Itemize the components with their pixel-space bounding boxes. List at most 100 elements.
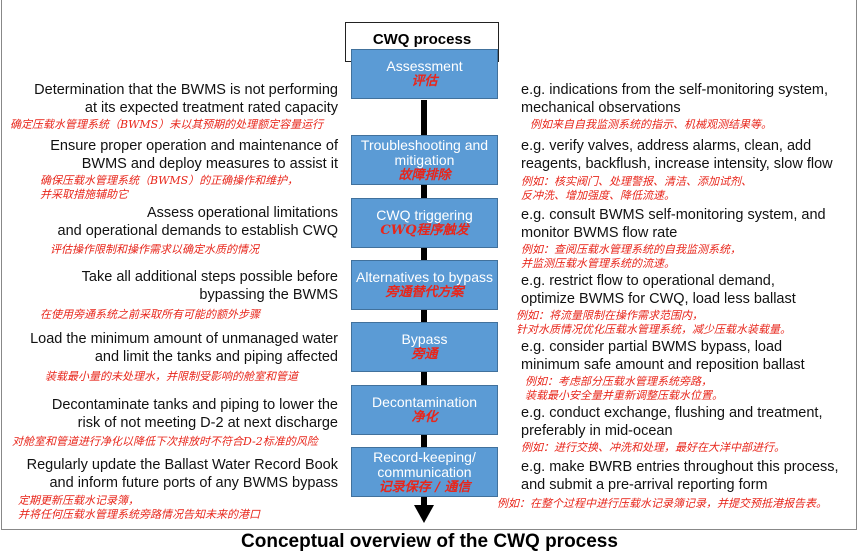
step-label-zh: 故障排除 (398, 167, 451, 183)
description-zh-line: 确定压载水管理系统（BWMS）未以其预期的处理额定容量运行 (10, 118, 324, 131)
step-example: e.g. consult BWMS self-monitoring system… (521, 206, 826, 242)
description-zh-line: 定期更新压载水记录簿， (18, 494, 139, 507)
example-line: e.g. conduct exchange, flushing and trea… (521, 405, 823, 421)
example-line: reagents, backflush, increase intensity,… (521, 156, 833, 172)
step-label-zh: 记录保存 / 通信 (378, 479, 471, 495)
description-zh-line: 确保压载水管理系统（BWMS）的正确操作和维护， (40, 174, 299, 187)
step-box: Bypass 旁通 (351, 322, 498, 372)
step-description: Load the minimum amount of unmanaged wat… (30, 330, 338, 366)
description-line: Take all additional steps possible befor… (81, 269, 338, 285)
step-example-zh: 例如：将流量限制在操作需求范围内， 针对水质情况优化压载水管理系统，减少压载水装载… (516, 309, 791, 337)
step-example-zh: 例如：在整个过程中进行压载水记录簿记录，并提交预抵港报告表。 (497, 497, 827, 511)
description-line: Load the minimum amount of unmanaged wat… (30, 331, 338, 347)
step-description-zh: 对舱室和管道进行净化以降低下次排放时不符合D-2标准的风险 (12, 435, 318, 449)
example-line: e.g. restrict flow to operational demand… (521, 273, 775, 289)
step-description: Regularly update the Ballast Water Recor… (27, 456, 338, 492)
example-zh-line: 例如：在整个过程中进行压载水记录簿记录，并提交预抵港报告表。 (497, 497, 827, 510)
step-description-zh: 装载最小量的未处理水，并限制受影响的舱室和管道 (45, 370, 298, 384)
description-line: Ensure proper operation and maintenance … (50, 138, 338, 154)
step-description-zh: 评估操作限制和操作需求以确定水质的情况 (50, 243, 259, 257)
step-description: Determination that the BWMS is not perfo… (34, 81, 338, 117)
step-example-zh: 例如：考虑部分压载水管理系统旁路， 装载最小安全量并重新调整压载水位置。 (525, 375, 723, 403)
step-box: CWQ triggering CWQ程序触发 (351, 198, 498, 248)
step-label-zh: CWQ程序触发 (380, 223, 469, 238)
diagram-caption: Conceptual overview of the CWQ process (241, 531, 618, 552)
step-box: Alternatives to bypass 旁通替代方案 (351, 260, 498, 310)
step-example-zh: 例如：进行交换、冲洗和处理，最好在大洋中部进行。 (521, 441, 785, 455)
step-label: Record-keeping/ communication (373, 448, 476, 480)
step-label: Assessment (386, 58, 463, 74)
step-example: e.g. verify valves, address alarms, clea… (521, 137, 833, 173)
step-example-zh: 例如：核实阀门、处理警报、清洁、添加试剂、 反冲洗、增加强度、降低流速。 (521, 175, 752, 203)
example-zh-line: 例如：进行交换、冲洗和处理，最好在大洋中部进行。 (521, 441, 785, 454)
step-label: CWQ triggering (376, 207, 473, 223)
step-description: Ensure proper operation and maintenance … (50, 137, 338, 173)
description-line: and limit the tanks and piping affected (94, 349, 338, 365)
description-line: Determination that the BWMS is not perfo… (34, 82, 338, 98)
step-example: e.g. make BWRB entries throughout this p… (521, 458, 839, 494)
example-line: monitor BWMS flow rate (521, 225, 678, 241)
description-line: Regularly update the Ballast Water Recor… (26, 457, 338, 473)
step-example: e.g. conduct exchange, flushing and trea… (521, 404, 822, 440)
step-label: Decontamination (371, 394, 478, 410)
description-line: bypassing the BWMS (199, 287, 338, 303)
example-line: e.g. verify valves, address alarms, clea… (521, 138, 812, 154)
example-line: preferably in mid-ocean (521, 423, 673, 439)
step-label-zh: 旁通替代方案 (385, 285, 464, 300)
description-zh-line: 在使用旁通系统之前采取所有可能的额外步骤 (40, 308, 260, 321)
step-box: Record-keeping/ communication 记录保存 / 通信 (351, 447, 498, 497)
step-description: Decontaminate tanks and piping to lower … (52, 396, 338, 432)
step-box: Decontamination 净化 (351, 385, 498, 435)
step-label: Troubleshooting and mitigation (360, 136, 489, 168)
step-description-zh: 确保压载水管理系统（BWMS）的正确操作和维护， 并采取措施辅助它 (40, 174, 298, 202)
description-line: and inform future ports of any BWMS bypa… (49, 475, 338, 491)
description-line: BWMS and deploy measures to assist it (81, 156, 338, 172)
example-zh-line: 例如：将流量限制在操作需求范围内， (516, 309, 703, 322)
example-zh-line: 例如：查阅压载水管理系统的自我监测系统， (521, 243, 741, 256)
step-description-zh: 在使用旁通系统之前采取所有可能的额外步骤 (40, 308, 260, 322)
description-zh-line: 评估操作限制和操作需求以确定水质的情况 (50, 243, 259, 256)
description-zh-line: 对舱室和管道进行净化以降低下次排放时不符合D-2标准的风险 (12, 435, 318, 448)
description-zh-line: 装载最小量的未处理水，并限制受影响的舱室和管道 (45, 370, 298, 383)
step-label-zh: 评估 (411, 74, 438, 89)
example-line: e.g. indications from the self-monitorin… (521, 82, 829, 98)
example-zh-line: 针对水质情况优化压载水管理系统，减少压载水装载量。 (516, 323, 791, 336)
description-line: at its expected treatment rated capacity (84, 100, 338, 116)
step-example: e.g. consider partial BWMS bypass, load m… (521, 338, 805, 374)
example-line: minimum safe amount and reposition balla… (521, 357, 805, 373)
step-box: Assessment 评估 (351, 49, 498, 99)
diagram-frame (1, 0, 857, 530)
description-zh-line: 并采取措施辅助它 (40, 188, 128, 201)
example-line: mechanical observations (521, 100, 681, 116)
example-zh-line: 装载最小安全量并重新调整压载水位置。 (525, 389, 723, 402)
description-line: Decontaminate tanks and piping to lower … (51, 397, 338, 413)
step-label-zh: 净化 (411, 410, 438, 425)
example-zh-line: 反冲洗、增加强度、降低流速。 (521, 189, 675, 202)
step-description-zh: 确定压载水管理系统（BWMS）未以其预期的处理额定容量运行 (10, 118, 323, 132)
example-line: e.g. consult BWMS self-monitoring system… (521, 207, 826, 223)
description-line: Assess operational limitations (146, 205, 338, 221)
example-line: optimize BWMS for CWQ, load less ballast (521, 291, 796, 307)
example-line: and submit a pre-arrival reporting form (521, 477, 768, 493)
example-zh-line: 并监测压载水管理系统的流速。 (521, 257, 675, 270)
step-label-zh: 旁通 (411, 347, 438, 362)
step-description: Take all additional steps possible befor… (82, 268, 338, 304)
step-label: Alternatives to bypass (356, 269, 493, 285)
arrow-down-icon (414, 505, 434, 523)
step-example: e.g. restrict flow to operational demand… (521, 272, 796, 308)
description-line: and operational demands to establish CWQ (57, 223, 339, 239)
step-label: Bypass (401, 331, 448, 347)
step-description: Assess operational limitations and operat… (58, 204, 339, 240)
example-zh-line: 例如：核实阀门、处理警报、清洁、添加试剂、 (521, 175, 752, 188)
description-line: risk of not meeting D-2 at next discharg… (77, 415, 338, 431)
step-example: e.g. indications from the self-monitorin… (521, 81, 828, 117)
step-example-zh: 例如：查阅压载水管理系统的自我监测系统， 并监测压载水管理系统的流速。 (521, 243, 741, 271)
step-example-zh: 例如来自自我监测系统的指示、机械观测结果等。 (530, 118, 772, 132)
example-line: e.g. make BWRB entries throughout this p… (521, 459, 839, 475)
step-box: Troubleshooting and mitigation 故障排除 (351, 135, 498, 185)
example-zh-line: 例如来自自我监测系统的指示、机械观测结果等。 (530, 118, 772, 131)
step-description-zh: 定期更新压载水记录簿， 并将任何压载水管理系统旁路情况告知未来的港口 (18, 494, 260, 522)
example-zh-line: 例如：考虑部分压载水管理系统旁路， (525, 375, 712, 388)
example-line: e.g. consider partial BWMS bypass, load (521, 339, 783, 355)
description-zh-line: 并将任何压载水管理系统旁路情况告知未来的港口 (18, 508, 260, 521)
